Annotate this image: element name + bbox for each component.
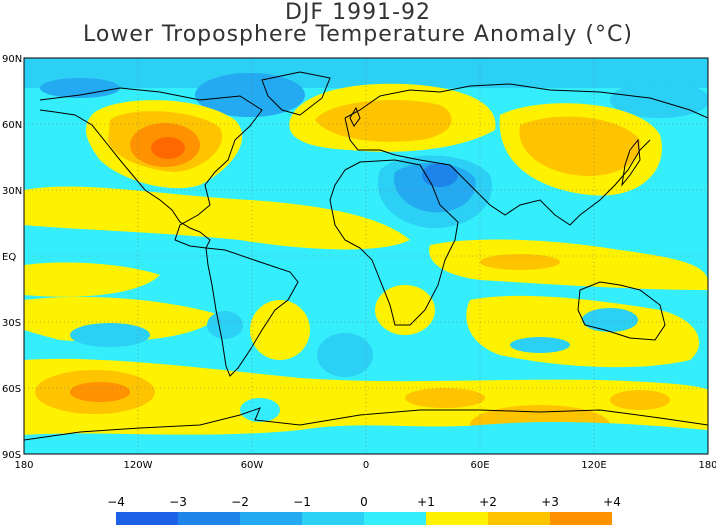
colorbar-label: −2 — [231, 495, 249, 509]
lon-axis: 180 120W 60W 0 60E 120E 180 — [14, 460, 716, 471]
colorbar-label: +3 — [541, 495, 559, 509]
lon-label: 180 — [698, 460, 716, 471]
lat-axis: 90N 60N 30N EQ 30S 60S 90S — [2, 54, 22, 461]
colorbar-label: +4 — [603, 495, 621, 509]
colorbar-swatch — [302, 512, 364, 525]
australia-coast — [577, 281, 666, 341]
tropics-warm-band-e — [429, 239, 708, 290]
colorbar-label: +1 — [417, 495, 435, 509]
greenland-coast — [261, 71, 331, 116]
colorbar: −4 −3 −2 −1 0 +1 +2 +3 +4 — [107, 495, 621, 525]
lon-label: 0 — [363, 460, 369, 471]
south-america-coast — [205, 247, 299, 377]
africa-coast — [329, 159, 459, 326]
map-title: DJF 1991-92 — [285, 0, 431, 25]
colorbar-label: +2 — [479, 495, 497, 509]
na-warm-p4 — [151, 137, 185, 159]
japan-coast — [621, 138, 641, 187]
lat-label: 30S — [2, 318, 21, 329]
anomaly-field — [24, 58, 708, 454]
asia-warm-p2 — [519, 116, 641, 176]
europe-warm-p2 — [315, 100, 452, 142]
colorbar-swatch — [488, 512, 550, 525]
eurasia-coast — [344, 83, 708, 226]
lon-label: 60E — [470, 460, 489, 471]
coastlines — [24, 71, 708, 441]
antarctica-coast — [24, 407, 708, 441]
colorbar-label: 0 — [360, 495, 368, 509]
colorbar-label: −4 — [107, 495, 125, 509]
lat-label: 90N — [2, 54, 22, 65]
lon-label: 60W — [241, 460, 264, 471]
map-frame — [23, 57, 709, 455]
lon-label: 120W — [124, 460, 153, 471]
lon-label: 120E — [581, 460, 606, 471]
map-subtitle: Lower Troposphere Temperature Anomaly (°… — [83, 22, 633, 47]
colorbar-swatch — [550, 512, 612, 525]
colorbar-swatch — [116, 512, 178, 525]
colorbar-label: −3 — [169, 495, 187, 509]
north-america-coast — [39, 87, 263, 249]
south-pacific-warm-p3 — [70, 382, 130, 402]
lon-label: 180 — [14, 460, 33, 471]
lat-label: 60N — [2, 120, 22, 131]
colorbar-swatch — [426, 512, 488, 525]
pacific-warm — [24, 262, 160, 297]
lat-label: 60S — [2, 384, 21, 395]
uk-coast — [349, 106, 361, 127]
mideast-cold-p3 — [422, 163, 458, 187]
lat-label: 30N — [2, 186, 22, 197]
tropics-warm-band-w — [24, 186, 410, 250]
colorbar-label: −1 — [293, 495, 311, 509]
colorbar-swatch — [178, 512, 240, 525]
colorbar-swatch — [364, 512, 426, 525]
lat-label: EQ — [2, 252, 16, 263]
colorbar-swatch — [240, 512, 302, 525]
lat-label: 90S — [2, 450, 21, 461]
